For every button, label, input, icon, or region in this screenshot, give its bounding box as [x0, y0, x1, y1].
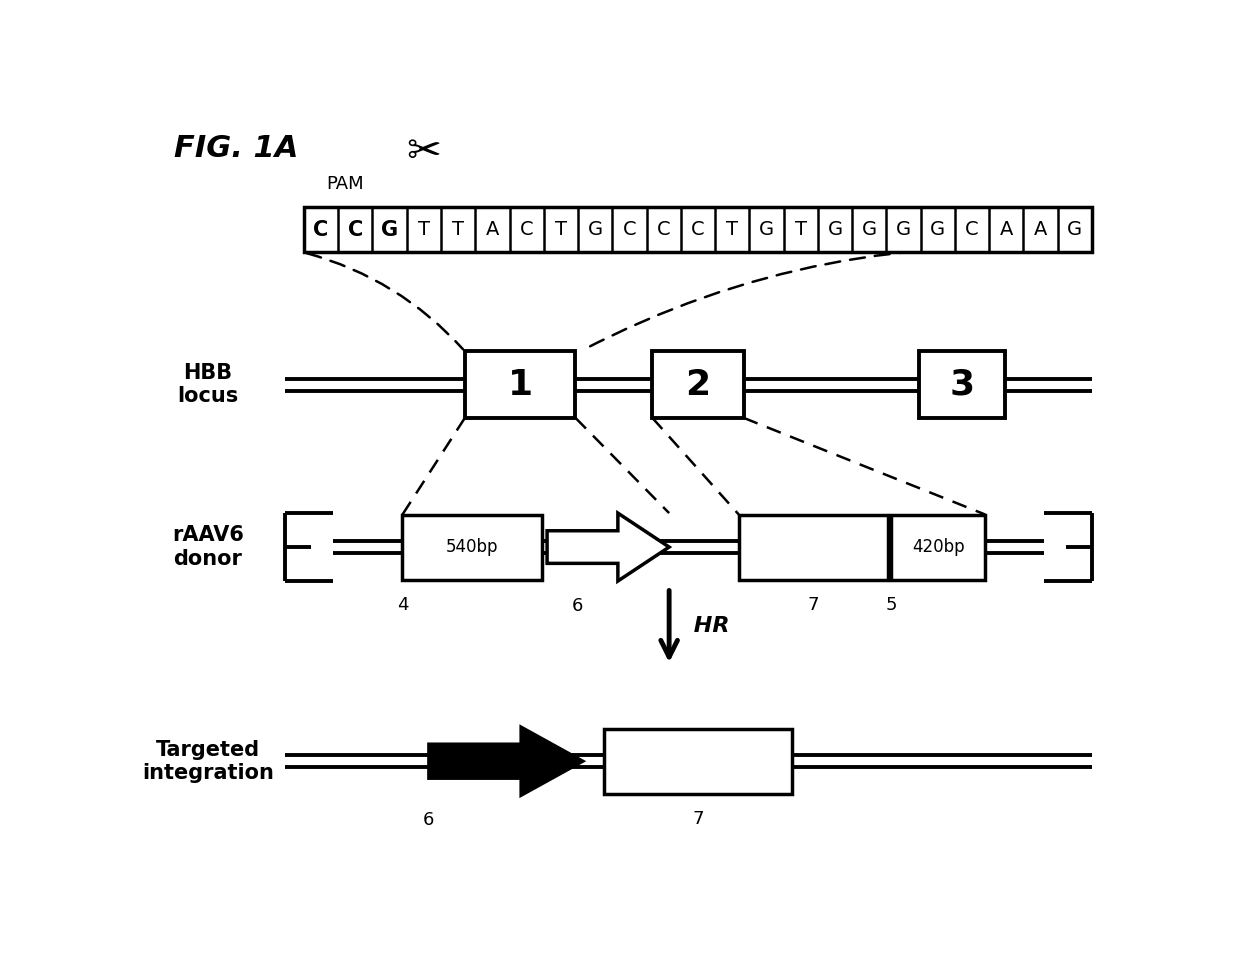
Text: A: A	[486, 220, 498, 239]
Bar	[892, 515, 986, 579]
Text: C: C	[314, 220, 329, 240]
Text: C: C	[347, 220, 363, 240]
Text: G: G	[588, 220, 603, 239]
Text: G: G	[381, 220, 398, 240]
Text: T: T	[556, 220, 567, 239]
Text: FIG. 1A: FIG. 1A	[174, 133, 299, 162]
Text: G: G	[862, 220, 877, 239]
Text: 7: 7	[807, 596, 820, 614]
Text: 540bp: 540bp	[446, 538, 498, 556]
Text: 3: 3	[950, 367, 975, 402]
Text: A: A	[1034, 220, 1048, 239]
Text: G: G	[897, 220, 911, 239]
Text: 6: 6	[423, 811, 434, 830]
Text: 2: 2	[686, 367, 711, 402]
Text: ✂: ✂	[407, 131, 441, 174]
Bar	[919, 351, 1006, 418]
Bar	[403, 515, 542, 579]
Text: 7: 7	[692, 810, 704, 828]
Text: C: C	[622, 220, 636, 239]
Text: 420bp: 420bp	[911, 538, 965, 556]
Text: G: G	[930, 220, 945, 239]
Text: C: C	[520, 220, 533, 239]
Text: G: G	[759, 220, 774, 239]
Bar	[465, 351, 575, 418]
Bar	[304, 206, 1092, 252]
Text: C: C	[657, 220, 671, 239]
Text: T: T	[418, 220, 430, 239]
Text: G: G	[1068, 220, 1083, 239]
Text: HR: HR	[687, 617, 730, 637]
Text: 1: 1	[507, 367, 533, 402]
Text: 5: 5	[885, 596, 897, 614]
Text: C: C	[691, 220, 704, 239]
Text: HBB
locus: HBB locus	[177, 363, 238, 407]
Text: T: T	[727, 220, 738, 239]
Polygon shape	[547, 513, 670, 581]
Text: A: A	[999, 220, 1013, 239]
Bar	[739, 515, 888, 579]
Text: C: C	[965, 220, 978, 239]
Bar	[652, 351, 744, 418]
Text: T: T	[453, 220, 464, 239]
Text: PAM: PAM	[326, 175, 363, 194]
Bar	[604, 729, 791, 794]
Text: 4: 4	[397, 596, 408, 614]
Text: 6: 6	[572, 597, 583, 616]
Text: G: G	[827, 220, 842, 239]
Text: T: T	[795, 220, 807, 239]
Polygon shape	[429, 727, 583, 795]
Text: Targeted
integration: Targeted integration	[141, 739, 274, 783]
Text: rAAV6
donor: rAAV6 donor	[172, 526, 244, 569]
